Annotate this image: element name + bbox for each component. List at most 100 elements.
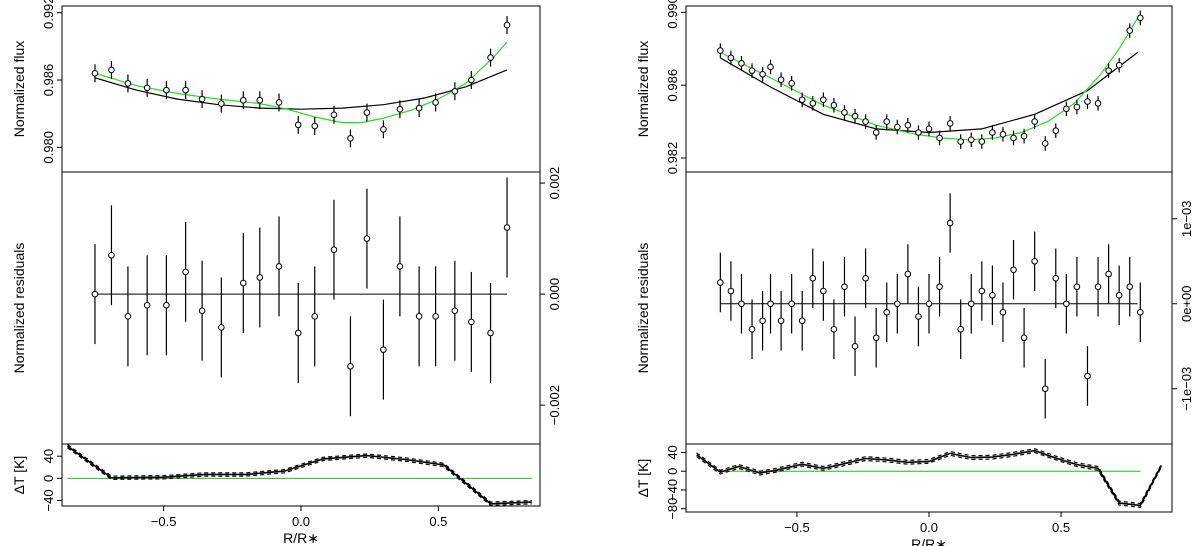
uncertainty-dashed-line	[67, 447, 532, 507]
data-point	[809, 100, 817, 107]
data-point	[468, 318, 475, 326]
data-point	[451, 307, 459, 315]
y-axis-title: Normalized flux	[635, 41, 651, 137]
data-point	[999, 131, 1007, 138]
data-point	[380, 346, 387, 353]
data-point	[163, 86, 170, 94]
data-point	[767, 300, 774, 308]
panel-frame	[685, 5, 1173, 173]
data-point	[256, 96, 264, 104]
data-point	[347, 135, 354, 142]
data-point	[727, 54, 735, 62]
x-tick-label: 0.0	[920, 520, 938, 535]
data-point	[851, 112, 859, 120]
data-point	[738, 300, 745, 308]
y-tick-label: 0.986	[665, 69, 680, 102]
panel-frame	[61, 443, 541, 507]
data-point	[748, 67, 756, 74]
data-point	[363, 109, 371, 116]
data-point	[396, 263, 404, 270]
uncertainty-dashed-line	[67, 444, 532, 503]
data-point	[1105, 67, 1112, 74]
y-tick-label: 0.990	[665, 0, 680, 29]
data-point	[182, 268, 189, 276]
data-point	[830, 101, 838, 109]
data-point	[451, 87, 459, 95]
data-point	[862, 118, 869, 125]
data-point	[1031, 257, 1038, 265]
temperature-curve	[67, 445, 532, 505]
data-point	[182, 86, 189, 94]
data-point	[91, 290, 99, 298]
y-tick-label: 40	[41, 449, 56, 463]
data-point	[124, 313, 132, 320]
data-point	[798, 96, 806, 104]
data-point	[330, 246, 338, 254]
data-point	[798, 317, 806, 325]
data-point	[936, 134, 943, 142]
data-point	[841, 283, 848, 291]
data-point	[915, 313, 922, 320]
uncertainty-dashed-line	[696, 451, 1162, 508]
data-point	[108, 66, 115, 74]
data-point	[788, 80, 795, 87]
y-tick-label: −40	[41, 489, 56, 511]
data-point	[717, 279, 724, 286]
data-point	[1063, 300, 1070, 308]
data-point	[143, 84, 151, 92]
data-point	[946, 219, 954, 227]
data-point	[788, 300, 795, 308]
data-point	[432, 99, 439, 106]
data-point	[1063, 105, 1070, 113]
right-temperature-panel: −80−40 0 40 ΔT [K] −0.5 0.0 0.5 R/R∗	[635, 443, 1173, 546]
data-point	[396, 105, 404, 113]
y-tick-label: 0.002	[547, 167, 562, 200]
data-point	[198, 307, 206, 315]
data-point	[989, 129, 996, 136]
data-point	[904, 121, 912, 129]
panel-frame	[61, 171, 541, 445]
data-point	[363, 235, 371, 242]
data-point	[432, 313, 439, 320]
left-flux-panel: 0.980 0.986 0.992 Normalized flux	[11, 0, 541, 173]
data-point	[1010, 134, 1017, 142]
y-tick-label: −80	[665, 498, 680, 520]
data-point	[738, 60, 745, 67]
data-point	[108, 251, 115, 259]
y-tick-label: 0.982	[665, 142, 680, 175]
data-point	[967, 136, 975, 144]
right-residuals-panel: −1e−03 0e+00 1e−03 Normalized residuals	[635, 171, 1194, 445]
data-point	[777, 76, 785, 84]
x-tick-label: −0.5	[151, 514, 177, 529]
data-point	[727, 287, 735, 295]
data-point	[275, 99, 283, 106]
data-point	[330, 111, 338, 119]
data-point	[380, 126, 387, 133]
y-tick-label: 0	[665, 468, 680, 475]
temperature-curve	[696, 449, 1163, 507]
data-point	[883, 308, 891, 316]
left-temperature-panel: −40 0 40 ΔT [K] −0.5 0.0 0.5 R/R∗	[11, 443, 541, 546]
data-point	[759, 70, 766, 78]
data-point	[1094, 100, 1102, 107]
data-point	[946, 120, 954, 127]
data-point	[468, 76, 475, 84]
y-tick-label: 0e+00	[1179, 285, 1194, 322]
y-axis-title: ΔT [K]	[11, 456, 27, 495]
x-tick-label: 0.0	[292, 514, 310, 529]
data-point	[240, 279, 247, 287]
data-point	[1031, 118, 1038, 125]
data-point	[967, 300, 975, 308]
data-point	[841, 109, 848, 116]
y-axis-title: ΔT [K]	[635, 459, 651, 498]
data-point	[1126, 283, 1134, 291]
data-point	[883, 118, 891, 125]
data-point	[872, 334, 880, 342]
data-point	[415, 104, 423, 112]
data-point	[925, 125, 933, 133]
black-model-curve	[719, 51, 1139, 134]
data-point	[777, 317, 785, 325]
data-point	[1052, 274, 1060, 282]
data-point	[894, 300, 901, 308]
